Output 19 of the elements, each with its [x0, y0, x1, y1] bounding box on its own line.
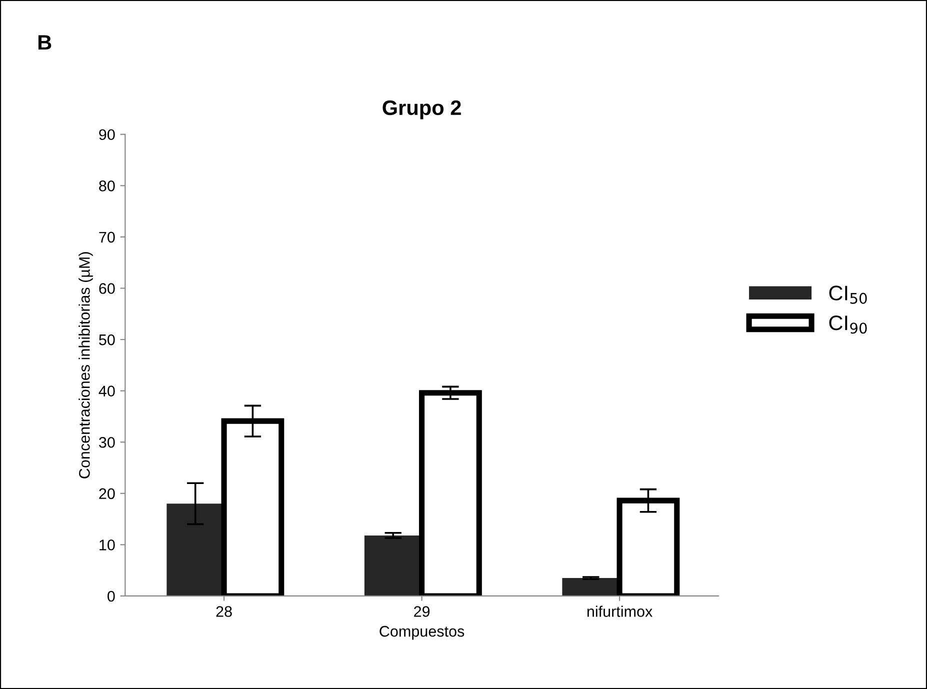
text: B [38, 35, 52, 50]
legend-label: CI$_{50}$ [829, 286, 867, 304]
x-axis-title: Compuestos [380, 626, 464, 640]
y-tick-label: 70 [99, 232, 115, 243]
x-tick-label: 28 [216, 606, 232, 617]
y-tick-label: 20 [99, 488, 115, 500]
x-tick-label: nifurtimox [587, 606, 652, 617]
y-tick-label: 0 [108, 590, 115, 602]
y-axis-title: Concentraciones inhibitorias (µM) [78, 252, 93, 478]
y-tick-label: 50 [99, 334, 115, 346]
x-tick-label: 29 [414, 606, 430, 617]
chart-title: Grupo 2 [382, 100, 461, 120]
y-tick-label: 80 [99, 180, 115, 192]
y-tick-label: 40 [98, 386, 115, 396]
y-tick-label: 10 [100, 540, 115, 550]
y-tick-label: 90 [99, 129, 115, 140]
y-tick-label: 30 [99, 436, 115, 448]
y-tick-label: 60 [99, 283, 115, 294]
legend-label: CI$_{90}$ [829, 315, 867, 334]
